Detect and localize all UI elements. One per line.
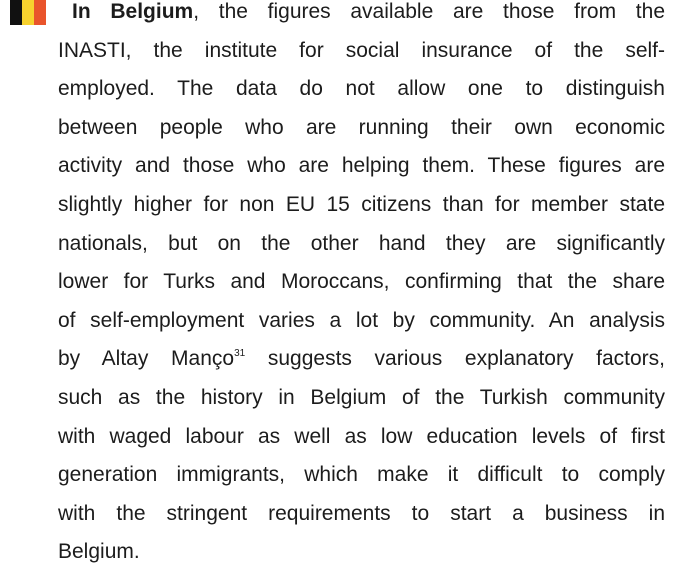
footnote-ref: 31 (234, 348, 246, 360)
text-line: activity and those who are helping them.… (58, 154, 665, 178)
text-line: generation immigrants, which make it dif… (58, 463, 665, 487)
text-segment: suggests various explanatory factors, (245, 347, 665, 371)
paragraph: In Belgium, the figures available are th… (58, 0, 665, 572)
text-line: nationals, but on the other hand they ar… (58, 231, 665, 255)
text-line: with the stringent requirements to start… (58, 501, 665, 525)
text-line: Belgium. (58, 540, 140, 564)
text-line: slightly higher for non EU 15 citizens t… (58, 192, 665, 216)
flag-black (10, 0, 22, 25)
text-line: In Belgium, the figures available are th… (58, 0, 665, 32)
belgian-flag (10, 0, 46, 25)
text-line: by Altay Manço31 suggests various explan… (58, 340, 665, 379)
text-line: lower for Turks and Moroccans, confirmin… (58, 270, 665, 294)
text-line: between people who are running their own… (58, 115, 665, 139)
lead-text: In Belgium (72, 0, 194, 23)
text-line: with waged labour as well as low educati… (58, 424, 665, 448)
flag-red (34, 0, 46, 25)
text-line: of self-employment varies a lot by commu… (58, 308, 665, 332)
text-segment: , the figures available are those from t… (193, 0, 665, 23)
text-line: such as the history in Belgium of the Tu… (58, 385, 665, 409)
text-segment: by Altay Manço (58, 347, 235, 371)
text-line: employed. The data do not allow one to d… (58, 77, 665, 101)
flag-yellow (22, 0, 34, 25)
text-line: INASTI, the institute for social insuran… (58, 38, 665, 62)
